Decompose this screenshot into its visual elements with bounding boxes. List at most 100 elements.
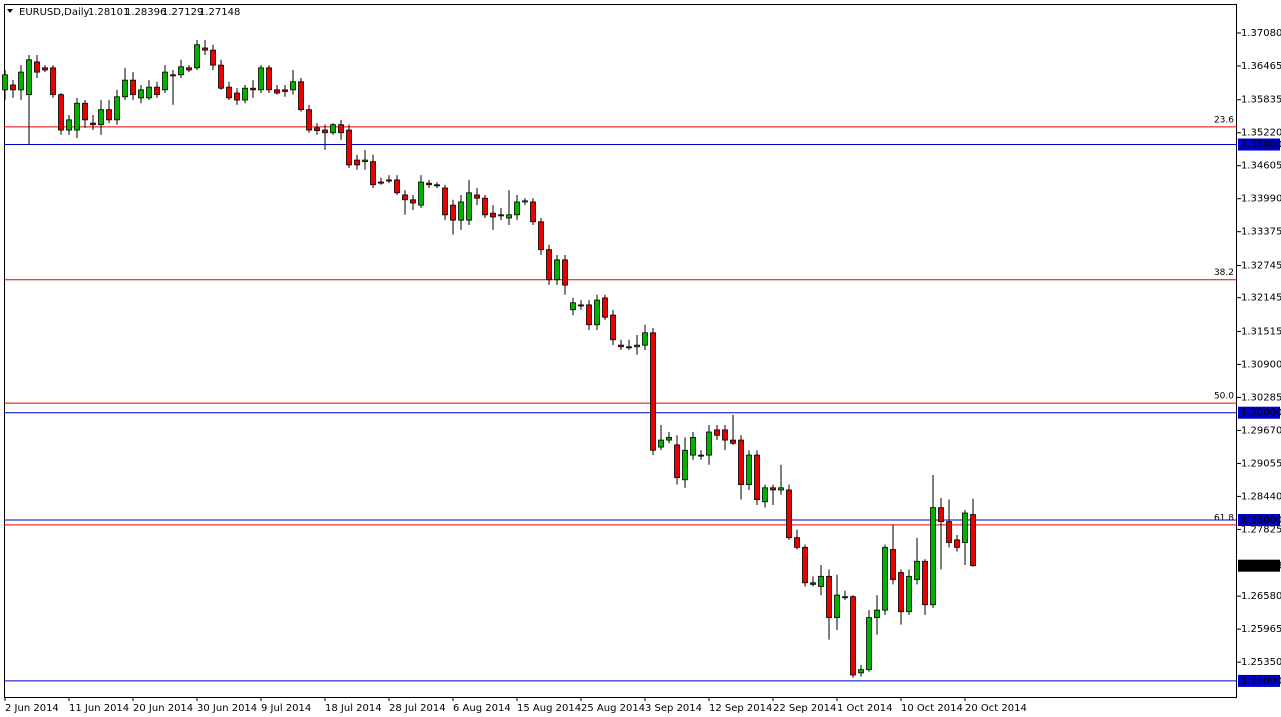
candle-body (898, 572, 904, 613)
x-tick-label: 12 Sep 2014 (709, 703, 772, 714)
y-tick-label: 1.28440 (1241, 491, 1281, 502)
candle-body (434, 184, 440, 187)
y-tick-label: 1.25965 (1241, 624, 1281, 635)
candle-body (906, 575, 912, 613)
candle-body (674, 444, 680, 479)
candle-body (74, 102, 80, 131)
candle-body (10, 84, 16, 91)
candle-body (306, 109, 312, 131)
candle-body (66, 119, 72, 131)
x-tick-label: 9 Jul 2014 (261, 703, 311, 714)
y-tick-label: 1.30900 (1241, 359, 1281, 370)
chart-title: EURUSD,Daily (19, 7, 90, 18)
y-tick-label: 1.33375 (1241, 227, 1281, 238)
candle-body (194, 44, 200, 69)
candle-body (522, 200, 528, 203)
candle-body (50, 67, 56, 96)
candle-body (810, 582, 816, 585)
candle-body (594, 299, 600, 326)
fib-label: 61.8 (1214, 513, 1234, 523)
candle-body (370, 161, 376, 186)
candle-body (138, 89, 144, 99)
candle-body (218, 64, 224, 89)
candle-body (250, 87, 256, 91)
candle-body (378, 181, 384, 184)
candle-body (234, 92, 240, 101)
candle-body (770, 487, 776, 491)
y-tick-label: 1.37080 (1241, 28, 1281, 39)
candle-body (778, 487, 784, 491)
x-tick-label: 20 Oct 2014 (965, 703, 1027, 714)
price-line-box (1238, 674, 1280, 687)
candle-body (834, 594, 840, 619)
x-tick-label: 15 Aug 2014 (517, 703, 581, 714)
candle-body (882, 546, 888, 611)
current-price-box (1238, 559, 1280, 572)
candle-body (626, 346, 632, 349)
candle-body (330, 124, 336, 134)
price-line-label: 1.30000 (1241, 408, 1281, 419)
candle-body (650, 332, 656, 451)
y-tick-label: 1.29670 (1241, 425, 1281, 436)
y-tick-label: 1.33990 (1241, 194, 1281, 205)
header-low: 1.27129 (162, 7, 203, 18)
candle-body (658, 439, 664, 448)
candle-body (794, 537, 800, 548)
candle-body (426, 182, 432, 186)
candle-body (874, 609, 880, 619)
candle-body (786, 489, 792, 539)
candle-body (146, 86, 152, 99)
candle-body (458, 201, 464, 221)
x-tick-label: 3 Sep 2014 (645, 703, 702, 714)
candle-body (962, 512, 968, 543)
candle-body (938, 507, 944, 523)
candle-body (258, 67, 264, 91)
candle-body (274, 89, 280, 94)
price-line-label: 1.25000 (1241, 676, 1281, 687)
header-high: 1.28396 (125, 7, 166, 18)
y-tick-label: 1.31515 (1241, 326, 1281, 337)
candle-body (738, 439, 744, 485)
candle-body (26, 59, 32, 96)
y-tick-label: 1.35220 (1241, 128, 1281, 139)
candle-body (538, 221, 544, 251)
current-price-label: 1.27148 (1241, 561, 1281, 572)
x-tick-label: 22 Sep 2014 (773, 703, 836, 714)
y-tick-label: 1.36465 (1241, 61, 1281, 72)
candle-body (850, 596, 856, 676)
candle-body (554, 259, 560, 281)
fib-label: 50.0 (1214, 392, 1234, 402)
candle-body (930, 507, 936, 606)
candle-body (506, 214, 512, 219)
candle-body (858, 669, 864, 674)
candle-body (322, 129, 328, 134)
candle-body (162, 71, 168, 91)
candle-body (186, 67, 192, 71)
candle-body (354, 159, 360, 166)
y-tick-label: 1.26580 (1241, 591, 1281, 602)
plot-frame (4, 4, 1237, 698)
candle-body (602, 297, 608, 318)
candle-body (418, 181, 424, 206)
candle-body (682, 449, 688, 481)
candle-body (634, 344, 640, 348)
candle-body (610, 314, 616, 341)
candle-body (914, 560, 920, 580)
candle-body (714, 429, 720, 436)
candle-body (346, 129, 352, 166)
y-tick-label: 1.30285 (1241, 392, 1281, 403)
candle-body (690, 436, 696, 456)
candle-body (890, 549, 896, 580)
menu-arrow[interactable] (7, 9, 13, 13)
x-tick-label: 6 Aug 2014 (453, 703, 511, 714)
header: EURUSD,Daily 1.28101 1.28396 1.27129 1.2… (7, 7, 240, 18)
candle-body (954, 539, 960, 548)
candle-body (394, 179, 400, 194)
candle-body (450, 204, 456, 221)
fib-label: 38.2 (1214, 268, 1234, 278)
candle-body (514, 201, 520, 216)
x-tick-label: 18 Jul 2014 (325, 703, 382, 714)
candle-body (282, 89, 288, 92)
y-tick-label: 1.29055 (1241, 458, 1281, 469)
